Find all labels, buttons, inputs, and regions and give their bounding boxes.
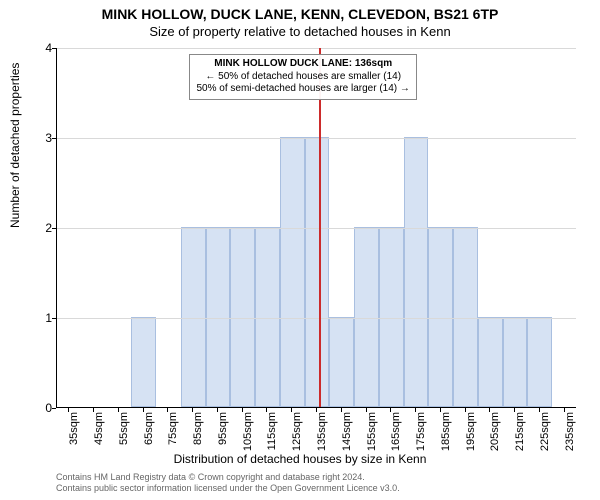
x-tick-label: 85sqm <box>192 412 204 452</box>
histogram-bar <box>354 227 379 407</box>
x-tick-label: 225sqm <box>539 412 551 452</box>
x-tick-label: 195sqm <box>465 412 477 452</box>
y-tick-mark <box>52 408 56 409</box>
marker-line <box>319 48 321 407</box>
y-tick-label: 3 <box>40 131 52 145</box>
y-tick-mark <box>52 138 56 139</box>
y-tick-label: 0 <box>40 401 52 415</box>
y-tick-label: 4 <box>40 41 52 55</box>
histogram-bar <box>404 137 429 407</box>
x-tick-label: 65sqm <box>143 412 155 452</box>
annotation: MINK HOLLOW DUCK LANE: 136sqm← 50% of de… <box>189 54 416 100</box>
histogram-bar <box>305 137 330 407</box>
chart-title-address: MINK HOLLOW, DUCK LANE, KENN, CLEVEDON, … <box>0 6 600 22</box>
x-tick-label: 205sqm <box>489 412 501 452</box>
x-tick-label: 155sqm <box>366 412 378 452</box>
histogram-bar <box>230 227 255 407</box>
x-tick-label: 215sqm <box>514 412 526 452</box>
y-tick-label: 2 <box>40 221 52 235</box>
credits-line-2: Contains public sector information licen… <box>56 483 400 494</box>
x-tick-label: 115sqm <box>266 412 278 452</box>
x-tick-label: 35sqm <box>68 412 80 452</box>
y-tick-label: 1 <box>40 311 52 325</box>
x-tick-label: 95sqm <box>217 412 229 452</box>
x-tick-label: 235sqm <box>564 412 576 452</box>
x-tick-label: 165sqm <box>390 412 402 452</box>
x-tick-label: 75sqm <box>167 412 179 452</box>
histogram-bar <box>206 227 231 407</box>
x-tick-label: 135sqm <box>316 412 328 452</box>
x-tick-label: 55sqm <box>118 412 130 452</box>
chart-subtitle: Size of property relative to detached ho… <box>0 24 600 39</box>
x-tick-label: 105sqm <box>242 412 254 452</box>
gridline <box>57 228 576 229</box>
histogram-bar <box>280 137 305 407</box>
annotation-line-3: 50% of semi-detached houses are larger (… <box>196 83 409 96</box>
histogram-bar <box>527 317 552 407</box>
credits: Contains HM Land Registry data © Crown c… <box>56 472 400 495</box>
annotation-line-1: MINK HOLLOW DUCK LANE: 136sqm <box>196 58 409 71</box>
figure: MINK HOLLOW, DUCK LANE, KENN, CLEVEDON, … <box>0 0 600 500</box>
y-tick-mark <box>52 228 56 229</box>
histogram-bar <box>181 227 206 407</box>
x-tick-label: 175sqm <box>415 412 427 452</box>
y-tick-mark <box>52 318 56 319</box>
histogram-bar <box>453 227 478 407</box>
x-tick-label: 45sqm <box>93 412 105 452</box>
credits-line-1: Contains HM Land Registry data © Crown c… <box>56 472 400 483</box>
x-tick-label: 125sqm <box>291 412 303 452</box>
histogram-bar <box>255 227 280 407</box>
histogram-bar <box>379 227 404 407</box>
gridline <box>57 48 576 49</box>
plot-area: MINK HOLLOW DUCK LANE: 136sqm← 50% of de… <box>56 48 576 408</box>
gridline <box>57 138 576 139</box>
histogram-bar <box>503 317 528 407</box>
x-tick-label: 145sqm <box>341 412 353 452</box>
y-axis-label: Number of detached properties <box>8 63 22 228</box>
histogram-bar <box>131 317 156 407</box>
histogram-bar <box>428 227 453 407</box>
x-tick-label: 185sqm <box>440 412 452 452</box>
histogram-bar <box>329 317 354 407</box>
y-tick-mark <box>52 48 56 49</box>
gridline <box>57 318 576 319</box>
x-axis-label: Distribution of detached houses by size … <box>0 452 600 466</box>
histogram-bar <box>478 317 503 407</box>
annotation-line-2: ← 50% of detached houses are smaller (14… <box>196 71 409 84</box>
